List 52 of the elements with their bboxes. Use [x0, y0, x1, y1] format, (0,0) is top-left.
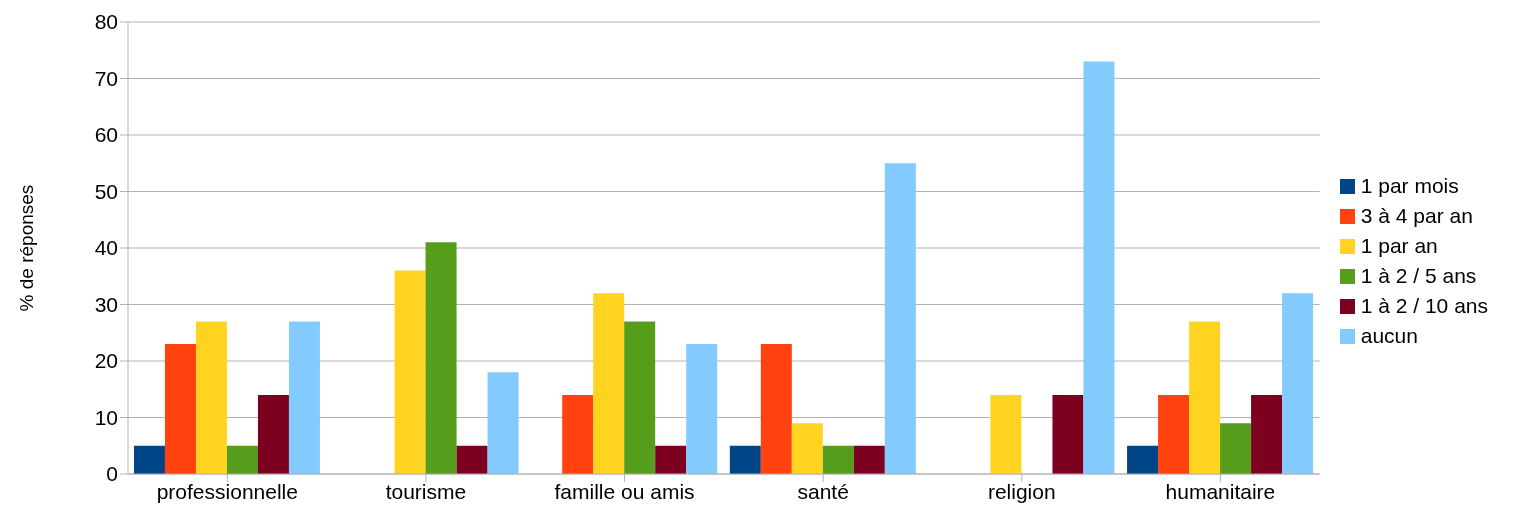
- bar: [822, 445, 854, 474]
- legend-label: 1 par mois: [1360, 173, 1459, 199]
- bar: [729, 445, 761, 474]
- bar: [195, 321, 227, 474]
- y-axis-title: % de réponses: [15, 184, 37, 312]
- bar: [884, 163, 916, 474]
- x-tick-label: humanitaire: [1165, 479, 1276, 503]
- bar: [1282, 293, 1314, 474]
- bar: [226, 445, 258, 474]
- x-tick-label: tourisme: [385, 479, 467, 503]
- x-tick-label: santé: [797, 479, 849, 503]
- y-tick-label: 20: [94, 349, 118, 373]
- legend-label: 1 à 2 / 10 ans: [1360, 293, 1488, 319]
- bar: [257, 394, 289, 474]
- legend-label: 3 à 4 par an: [1360, 203, 1473, 229]
- bar: [1189, 321, 1221, 474]
- y-tick-label: 30: [94, 292, 118, 316]
- bar: [1251, 394, 1283, 474]
- y-tick-label: 70: [94, 66, 118, 90]
- bar: [990, 394, 1022, 474]
- y-tick-label: 0: [106, 462, 118, 486]
- x-tick-label: famille ou amis: [554, 479, 695, 503]
- bar: [1220, 423, 1252, 474]
- legend-label: aucun: [1360, 323, 1418, 349]
- legend-label: 1 à 2 / 5 ans: [1360, 263, 1477, 289]
- bar: [1158, 394, 1190, 474]
- x-tick-label: professionnelle: [156, 479, 298, 503]
- bar: [853, 445, 885, 474]
- bar: [487, 372, 519, 474]
- bar: [164, 344, 196, 474]
- bar: [1052, 394, 1084, 474]
- bar: [394, 270, 426, 474]
- y-tick-label: 80: [94, 10, 118, 34]
- bar: [1127, 445, 1159, 474]
- bar: [288, 321, 320, 474]
- y-tick-label: 10: [94, 405, 118, 429]
- bar: [624, 321, 656, 474]
- y-tick-label: 50: [94, 179, 118, 203]
- x-tick-label: religion: [987, 479, 1056, 503]
- y-tick-label: 60: [94, 123, 118, 147]
- y-tick-label: 40: [94, 236, 118, 260]
- bar: [760, 344, 792, 474]
- bar: [456, 445, 488, 474]
- bar: [791, 423, 823, 474]
- bar: [133, 445, 165, 474]
- bar: [655, 445, 687, 474]
- legend-label: 1 par an: [1360, 233, 1438, 259]
- bar: [593, 293, 625, 474]
- bar: [686, 344, 718, 474]
- bar: [1083, 61, 1115, 474]
- bar: [562, 394, 594, 474]
- bar: [425, 242, 457, 474]
